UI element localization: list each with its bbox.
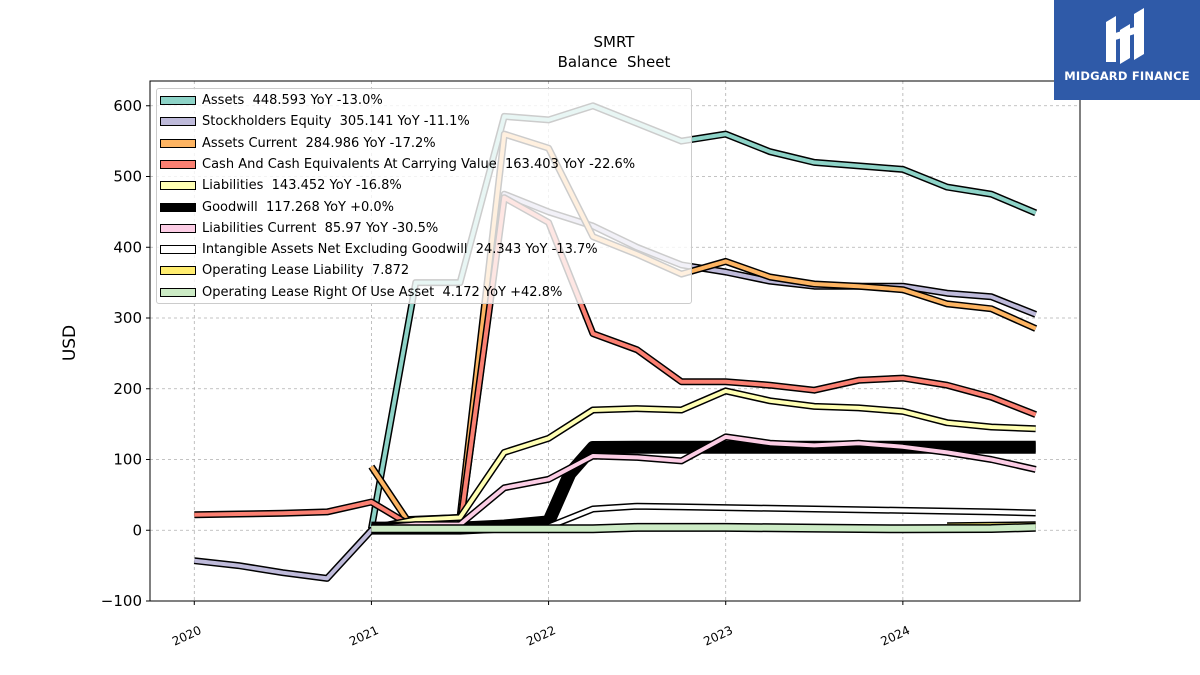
series-line-assets-current [369,132,1037,522]
y-tick-label: 100 [113,451,142,469]
series-line-liabilities [371,388,1036,531]
legend-label: Cash And Cash Equivalents At Carrying Va… [202,156,636,172]
legend-swatch [160,266,196,276]
legend-item: Assets 448.593 YoY -13.0% [160,90,383,111]
legend-swatch [160,287,196,297]
legend-label: Liabilities 143.452 YoY -16.8% [202,178,402,194]
legend-item: Operating Lease Right Of Use Asset 4.172… [160,282,562,303]
x-tick-label: 2020 [170,623,204,649]
legend-item: Cash And Cash Equivalents At Carrying Va… [160,154,635,175]
x-tick-label: 2023 [701,623,735,649]
legend-item: Intangible Assets Net Excluding Goodwill… [160,239,598,260]
watermark-text: MIDGARD FINANCE [1064,69,1190,83]
legend-swatch [160,117,196,127]
legend-item: Operating Lease Liability 7.872 [160,260,409,281]
legend-label: Operating Lease Liability 7.872 [202,263,410,279]
y-tick-label: 0 [132,521,142,539]
midgard-logo-icon [1106,8,1144,64]
legend-swatch [160,202,196,212]
legend-item: Assets Current 284.986 YoY -17.2% [160,133,436,154]
legend-swatch [160,181,196,191]
chart-title: SMRT [594,33,636,51]
legend-item: Goodwill 117.268 YoY +0.0% [160,197,394,218]
x-tick-label: 2022 [524,623,558,649]
legend-label: Assets Current 284.986 YoY -17.2% [202,135,436,151]
legend-swatch [160,223,196,233]
legend-swatch [160,96,196,105]
legend-label: Liabilities Current 85.97 YoY -30.5% [202,220,439,236]
x-tick-label: 2024 [879,623,913,649]
legend-label: Intangible Assets Net Excluding Goodwill… [202,242,598,258]
legend-swatch [160,245,196,255]
chart-subtitle: Balance Sheet [558,53,671,71]
y-tick-label: 400 [113,238,142,256]
series-line-operating-lease-right-of-use-asset [371,524,1036,532]
series-line-liabilities-current [371,434,1037,531]
watermark-logo: MIDGARD FINANCE [1054,0,1200,100]
legend-item: Liabilities 143.452 YoY -16.8% [160,175,402,196]
series-line-cash-and-cash-equivalents-at-carrying-value [194,195,1037,529]
legend-swatch [160,138,196,148]
y-tick-label: 300 [113,309,142,327]
legend-label: Goodwill 117.268 YoY +0.0% [202,199,395,215]
x-tick-label: 2021 [347,623,381,649]
y-axis-label: USD [60,325,80,361]
y-tick-label: −100 [101,592,142,610]
legend-item: Liabilities Current 85.97 YoY -30.5% [160,218,438,239]
legend: Assets 448.593 YoY -13.0% Stockholders Eq… [156,88,692,304]
legend-item: Stockholders Equity 305.141 YoY -11.1% [160,111,470,132]
y-tick-label: 500 [113,168,142,186]
legend-label: Operating Lease Right Of Use Asset 4.172… [202,284,563,300]
legend-swatch [160,159,196,169]
legend-label: Assets 448.593 YoY -13.0% [202,93,383,108]
legend-label: Stockholders Equity 305.141 YoY -11.1% [202,114,470,130]
plot-area-frame [149,80,1081,602]
y-tick-label: 600 [113,97,142,115]
y-tick-label: 200 [113,380,142,398]
